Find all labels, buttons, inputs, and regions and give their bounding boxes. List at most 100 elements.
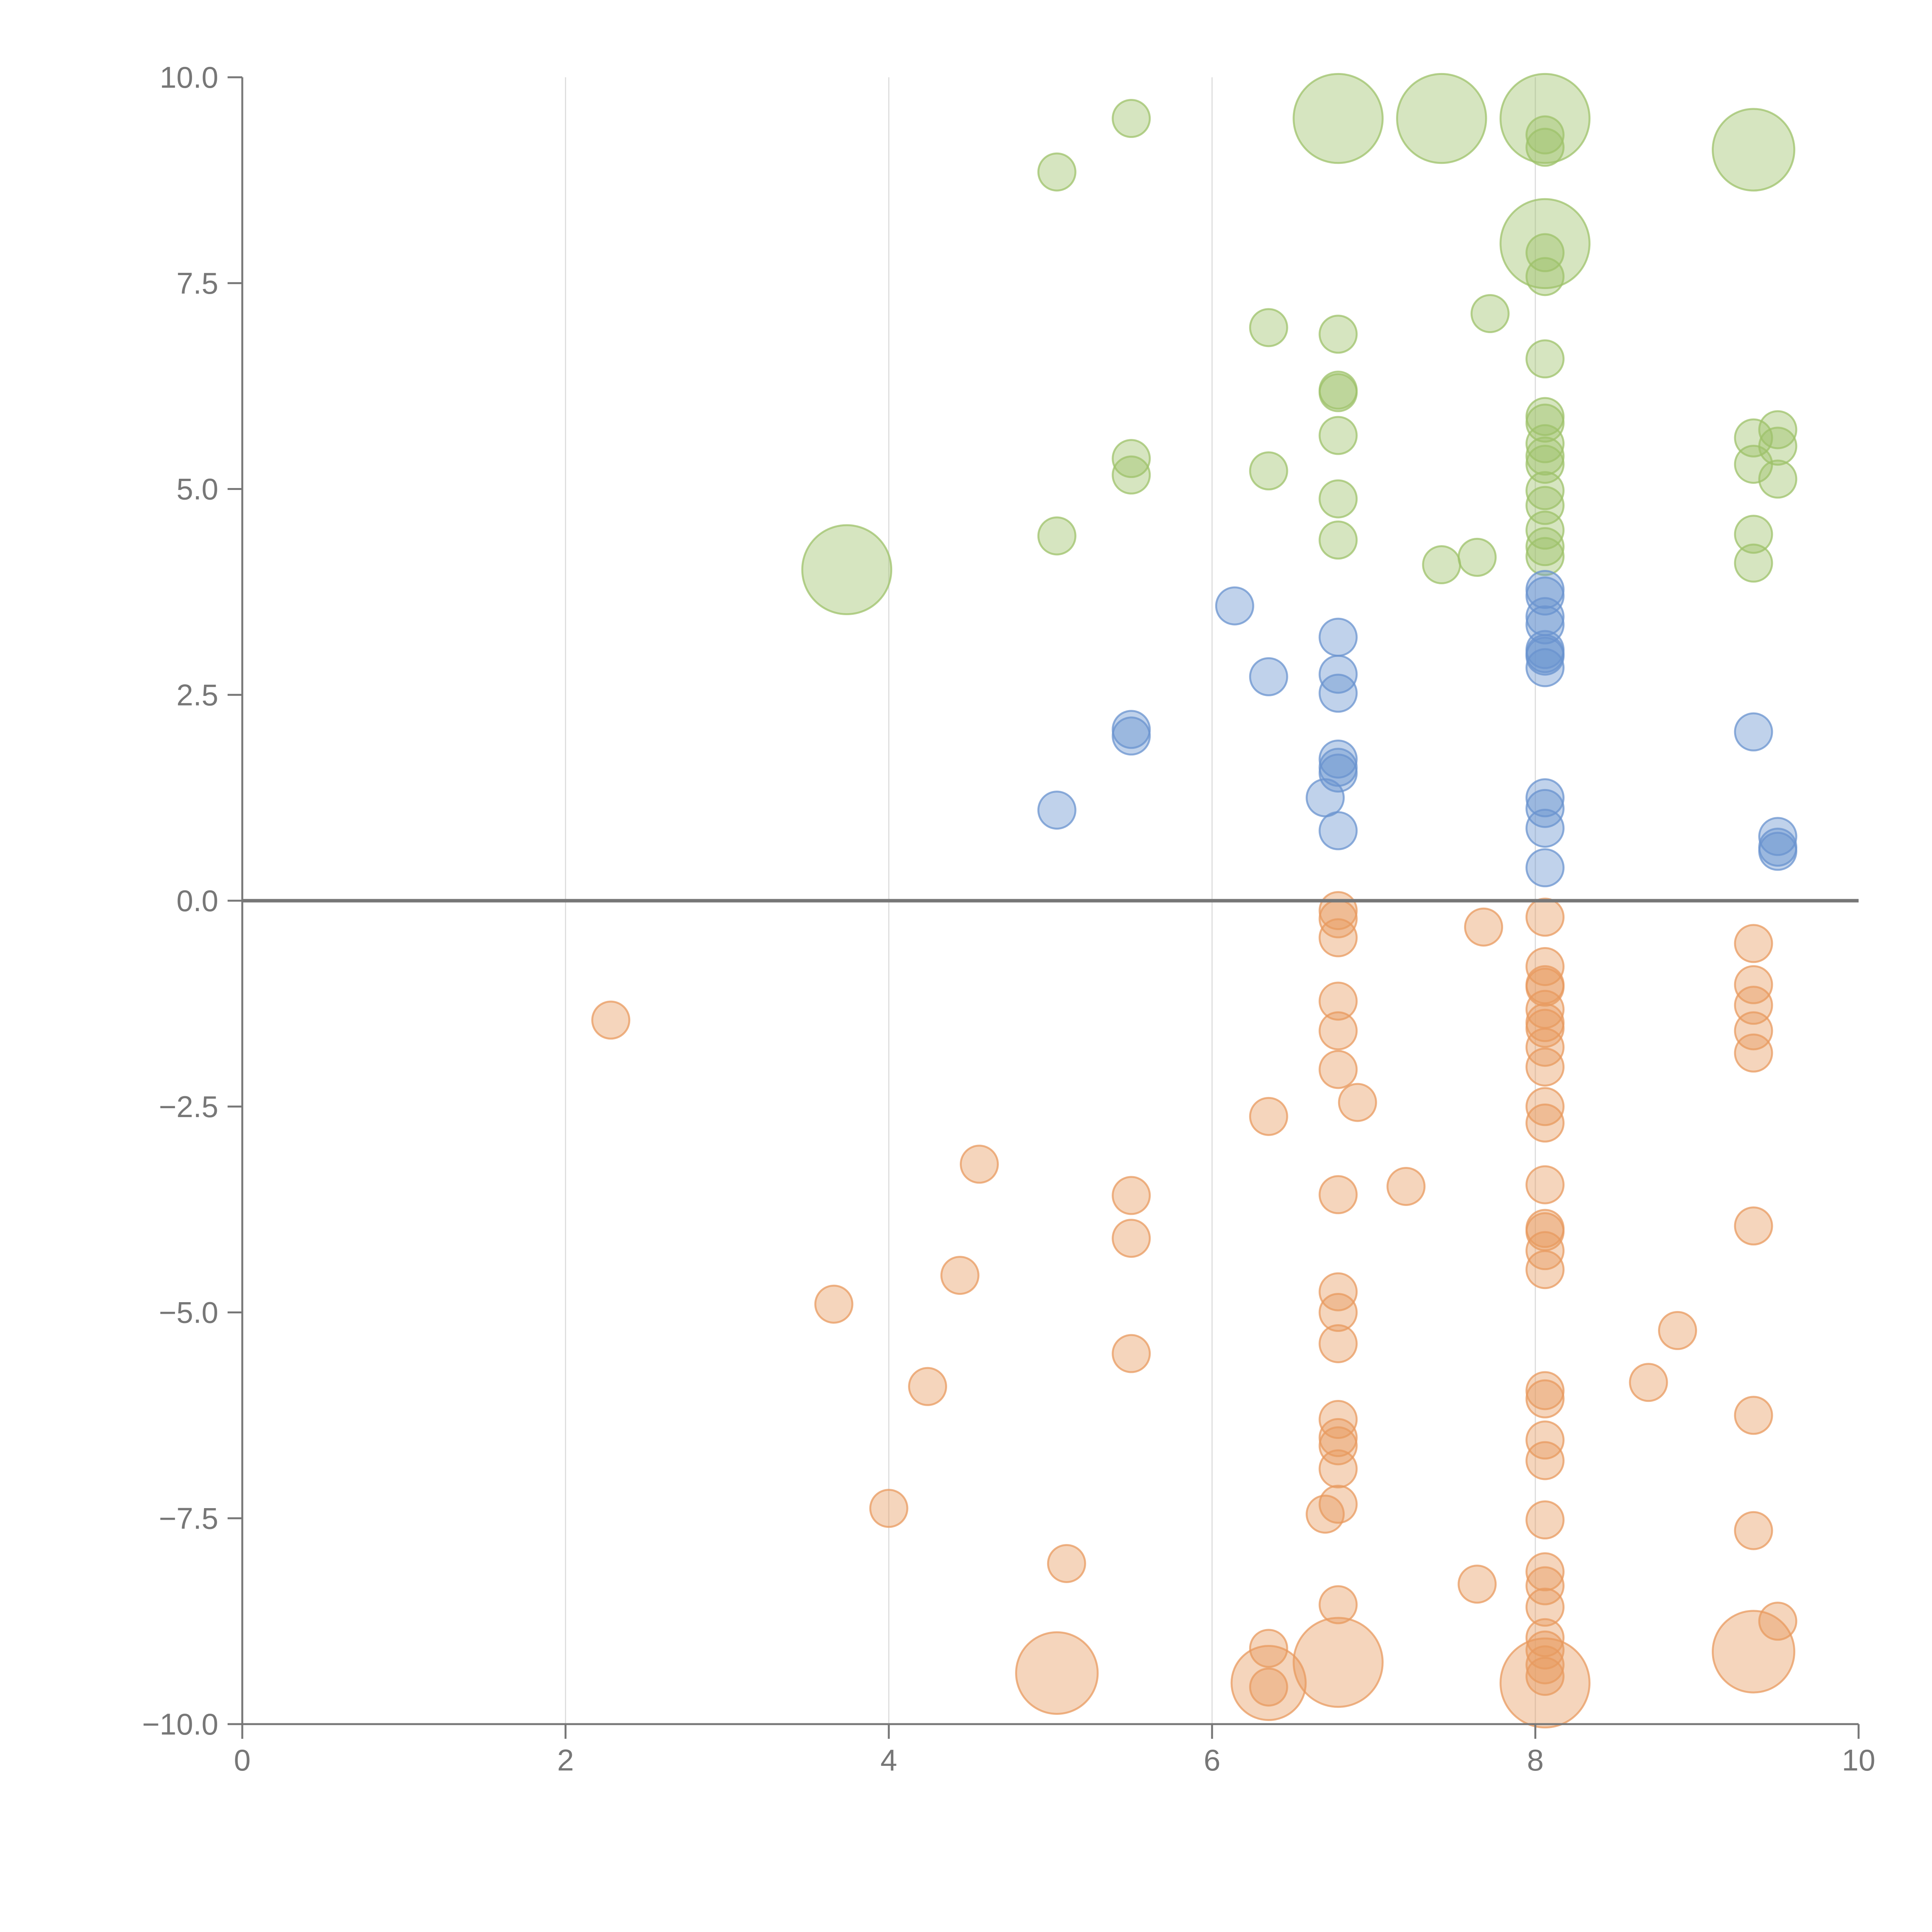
data-point-positive-high-8 xyxy=(1499,198,1591,289)
data-point-negative-60 xyxy=(1047,1544,1086,1583)
x-tick-label-5: 10 xyxy=(1842,1743,1876,1777)
data-point-negative-25 xyxy=(1525,1103,1565,1143)
data-point-positive-high-21 xyxy=(1758,410,1798,449)
data-point-negative-72 xyxy=(1525,1645,1565,1685)
data-point-negative-74 xyxy=(1525,1656,1565,1696)
data-point-positive-high-24 xyxy=(1525,436,1565,476)
data-point-positive-low-25 xyxy=(1758,817,1798,856)
data-point-negative-9 xyxy=(1525,968,1565,1007)
data-point-positive-high-37 xyxy=(1318,520,1358,560)
data-point-positive-high-39 xyxy=(1525,537,1565,576)
data-points xyxy=(591,73,1798,1729)
data-point-negative-17 xyxy=(1734,1011,1773,1051)
data-point-negative-42 xyxy=(1318,1324,1358,1363)
data-point-positive-low-1 xyxy=(1525,577,1565,616)
data-point-negative-5 xyxy=(1734,924,1773,963)
data-point-negative-2 xyxy=(1525,898,1565,937)
x-tick-label-2: 4 xyxy=(881,1743,897,1777)
data-point-negative-52 xyxy=(1318,1426,1358,1466)
data-point-positive-low-20 xyxy=(1525,778,1565,818)
y-tick-label-3: 2.5 xyxy=(177,678,218,712)
data-point-negative-46 xyxy=(1525,1371,1565,1410)
data-point-positive-high-41 xyxy=(1422,545,1461,585)
data-point-positive-high-14 xyxy=(1525,339,1565,379)
data-point-negative-61 xyxy=(1525,1552,1565,1592)
data-point-negative-31 xyxy=(1734,1206,1773,1246)
data-point-negative-59 xyxy=(1734,1511,1773,1550)
data-point-positive-low-28 xyxy=(1525,848,1565,888)
data-point-positive-high-2 xyxy=(1293,73,1384,164)
x-tick-label-3: 6 xyxy=(1204,1743,1220,1777)
data-point-positive-low-5 xyxy=(1318,617,1358,657)
data-point-positive-high-9 xyxy=(1525,233,1565,272)
data-point-negative-58 xyxy=(1525,1500,1565,1540)
data-point-negative-47 xyxy=(1525,1379,1565,1418)
data-point-positive-high-3 xyxy=(1396,73,1487,164)
y-tick-label-0: 10.0 xyxy=(160,60,218,94)
data-point-positive-low-12 xyxy=(1318,673,1358,713)
data-point-negative-23 xyxy=(1525,1087,1565,1126)
data-point-positive-high-32 xyxy=(1318,479,1358,519)
data-point-negative-20 xyxy=(1525,1047,1565,1087)
data-point-positive-low-23 xyxy=(1525,808,1565,848)
data-point-negative-75 xyxy=(1230,1645,1307,1721)
data-point-negative-51 xyxy=(1525,1420,1565,1460)
data-point-negative-57 xyxy=(1306,1495,1345,1534)
data-point-positive-high-25 xyxy=(1112,439,1151,478)
data-point-positive-low-24 xyxy=(1318,811,1358,850)
data-point-positive-high-12 xyxy=(1249,308,1288,347)
data-point-negative-18 xyxy=(1525,1027,1565,1067)
data-point-positive-high-36 xyxy=(1037,516,1077,556)
data-point-positive-low-16 xyxy=(1318,739,1358,779)
data-point-positive-low-15 xyxy=(1112,716,1151,756)
data-point-negative-64 xyxy=(1318,1585,1358,1624)
data-point-negative-39 xyxy=(814,1284,854,1324)
data-point-positive-low-11 xyxy=(1249,657,1288,696)
x-tick-label-0: 0 xyxy=(234,1743,250,1777)
data-point-negative-13 xyxy=(591,1000,631,1040)
data-point-positive-low-19 xyxy=(1306,778,1345,818)
y-tick-label-6: −5.0 xyxy=(159,1296,218,1330)
data-point-negative-62 xyxy=(1458,1565,1497,1604)
data-point-negative-43 xyxy=(1112,1334,1151,1373)
data-point-negative-36 xyxy=(1525,1250,1565,1289)
data-point-positive-high-23 xyxy=(1525,424,1565,463)
data-point-positive-low-8 xyxy=(1525,636,1565,676)
data-point-negative-70 xyxy=(1712,1610,1796,1694)
data-point-negative-41 xyxy=(1658,1311,1697,1350)
data-point-positive-high-5 xyxy=(1525,115,1565,155)
data-point-negative-3 xyxy=(1464,907,1503,947)
data-point-negative-48 xyxy=(1734,1396,1773,1435)
data-point-positive-low-27 xyxy=(1758,832,1798,871)
y-tick-label-4: 0.0 xyxy=(177,884,218,918)
data-point-positive-high-19 xyxy=(1318,416,1358,455)
tick-labels: 0 2 4 6 8 10 10.0 7.5 5.0 2.5 0.0 −2.5 −5.0 −7.5 −10.0 xyxy=(142,60,1876,1777)
data-point-positive-high-0 xyxy=(1112,99,1151,138)
data-point-negative-16 xyxy=(1318,1011,1358,1051)
data-point-positive-high-35 xyxy=(1734,515,1773,554)
data-point-negative-68 xyxy=(1249,1629,1288,1668)
data-point-negative-40 xyxy=(1318,1293,1358,1332)
data-point-negative-76 xyxy=(1499,1637,1591,1729)
data-point-positive-low-18 xyxy=(1318,753,1358,793)
data-point-positive-high-26 xyxy=(1734,445,1773,484)
data-point-negative-19 xyxy=(1734,1033,1773,1073)
data-point-negative-45 xyxy=(908,1367,947,1406)
data-point-positive-high-4 xyxy=(1499,73,1591,164)
data-point-negative-22 xyxy=(1338,1083,1377,1122)
data-point-negative-4 xyxy=(1318,918,1358,957)
y-tick-label-7: −7.5 xyxy=(159,1501,218,1535)
data-point-negative-26 xyxy=(959,1145,999,1184)
data-point-negative-24 xyxy=(1249,1097,1288,1136)
data-point-negative-8 xyxy=(1734,965,1773,1004)
data-point-positive-high-6 xyxy=(1525,128,1565,167)
data-point-positive-high-31 xyxy=(1525,471,1565,510)
data-point-negative-38 xyxy=(1318,1272,1358,1311)
data-point-positive-high-7 xyxy=(1712,108,1796,192)
data-point-negative-10 xyxy=(1318,981,1358,1021)
data-point-positive-high-10 xyxy=(1525,257,1565,296)
x-tick-label-4: 8 xyxy=(1527,1743,1544,1777)
x-tick-label-1: 2 xyxy=(557,1743,574,1777)
y-tick-label-8: −10.0 xyxy=(142,1707,218,1741)
